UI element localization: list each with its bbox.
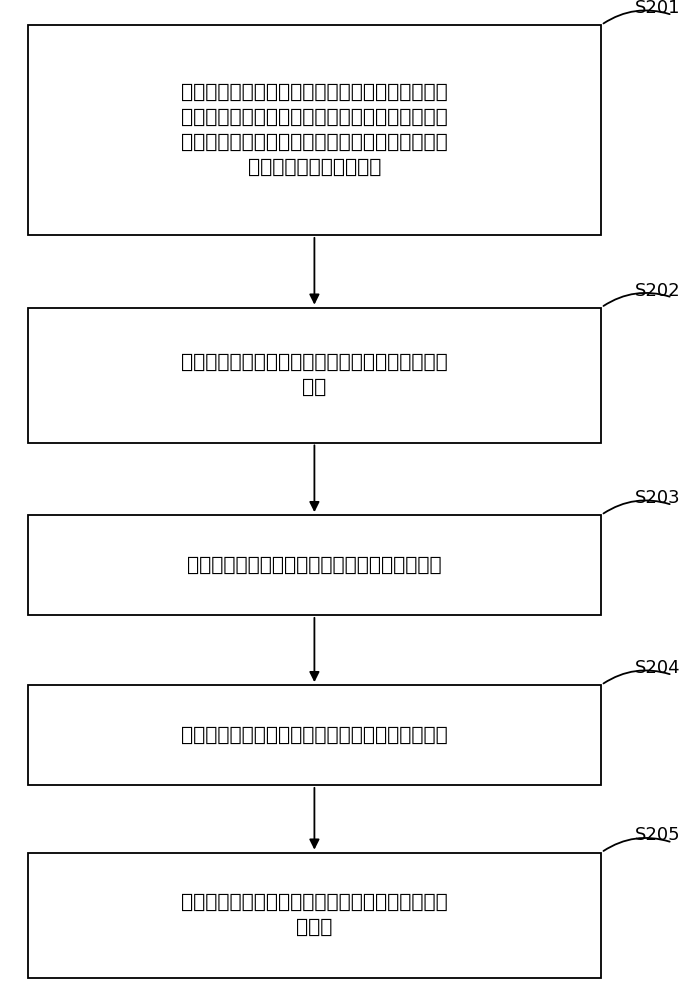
Bar [28,25,601,235]
Text: S202: S202 [635,282,681,300]
Text: S203: S203 [635,489,681,507]
Bar [28,515,601,615]
Bar [28,308,601,442]
Text: 对通信设备中的功率放大器进行负载牵引，得到天
线匹配电路的阻抗值与功率放大器的输出电流之间
的第一映射关系，以及阻抗值与功率放大器的输出
功率之间的第二映射关系: 对通信设备中的功率放大器进行负载牵引，得到天 线匹配电路的阻抗值与功率放大器的输… [181,83,448,177]
Text: 确定多个可选阻抗点中的其中一个作为目标阻抗点: 确定多个可选阻抗点中的其中一个作为目标阻抗点 [181,726,448,744]
Text: S205: S205 [635,826,681,844]
Text: 根据阻抗值区间与第一映射关系确定可选阻抗点: 根据阻抗值区间与第一映射关系确定可选阻抗点 [187,556,442,574]
Text: S201: S201 [635,0,681,17]
Bar [28,685,601,785]
Bar [28,852,601,978]
Text: 根据第二映射关系确定预设功率区间对应的阻抗值
区间: 根据第二映射关系确定预设功率区间对应的阻抗值 区间 [181,353,448,397]
Text: S204: S204 [635,659,681,677]
Text: 根据目标阻抗点确定天线匹配电路中阻抗器件的电
性参数: 根据目标阻抗点确定天线匹配电路中阻抗器件的电 性参数 [181,893,448,937]
